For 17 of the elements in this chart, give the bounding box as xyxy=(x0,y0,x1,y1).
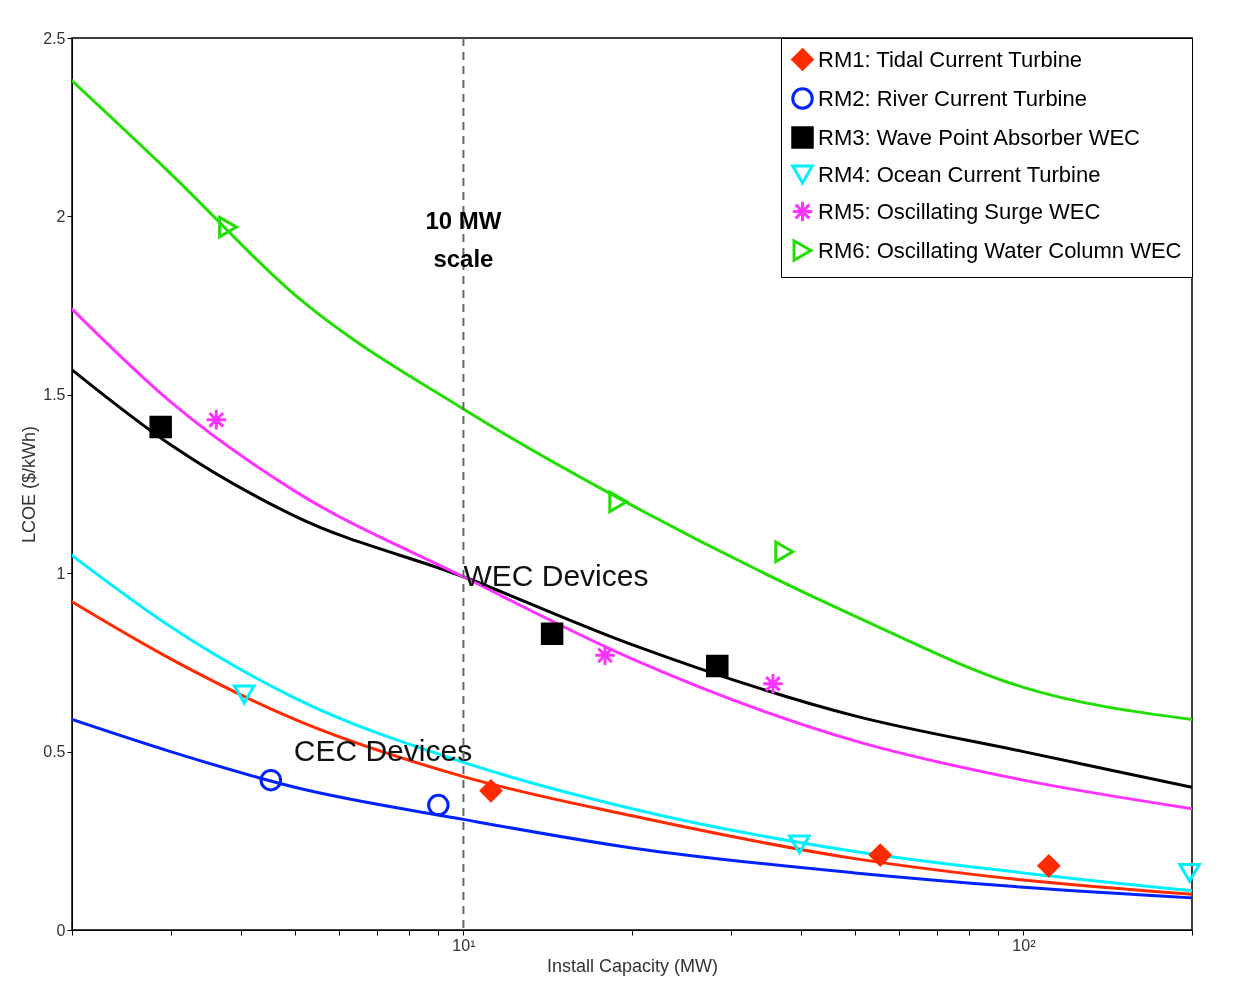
legend-label: RM3: Wave Point Absorber WEC xyxy=(818,124,1141,150)
x-tick-label: 10¹ xyxy=(452,936,476,954)
legend-label: RM2: River Current Turbine xyxy=(818,85,1087,111)
y-tick-label: 2.5 xyxy=(43,29,66,47)
legend-label: RM4: Ocean Current Turbine xyxy=(818,161,1101,187)
x-axis-title: Install Capacity (MW) xyxy=(546,955,719,976)
legend-label: RM1: Tidal Current Turbine xyxy=(818,46,1083,72)
y-tick-label: 0 xyxy=(56,921,66,939)
legend-label: RM5: Oscillating Surge WEC xyxy=(818,198,1101,224)
y-tick-label: 1 xyxy=(56,564,66,582)
y-axis-title: LCOE ($/kWh) xyxy=(19,425,40,544)
y-tick-label: 2 xyxy=(56,207,66,225)
y-tick-label: 0.5 xyxy=(43,743,66,761)
x-tick-label: 10² xyxy=(1012,936,1037,954)
legend-label: RM6: Oscillating Water Column WEC xyxy=(818,237,1182,263)
y-tick-label: 1.5 xyxy=(43,386,66,404)
ref-line-label: 10 MW scale xyxy=(425,207,502,272)
